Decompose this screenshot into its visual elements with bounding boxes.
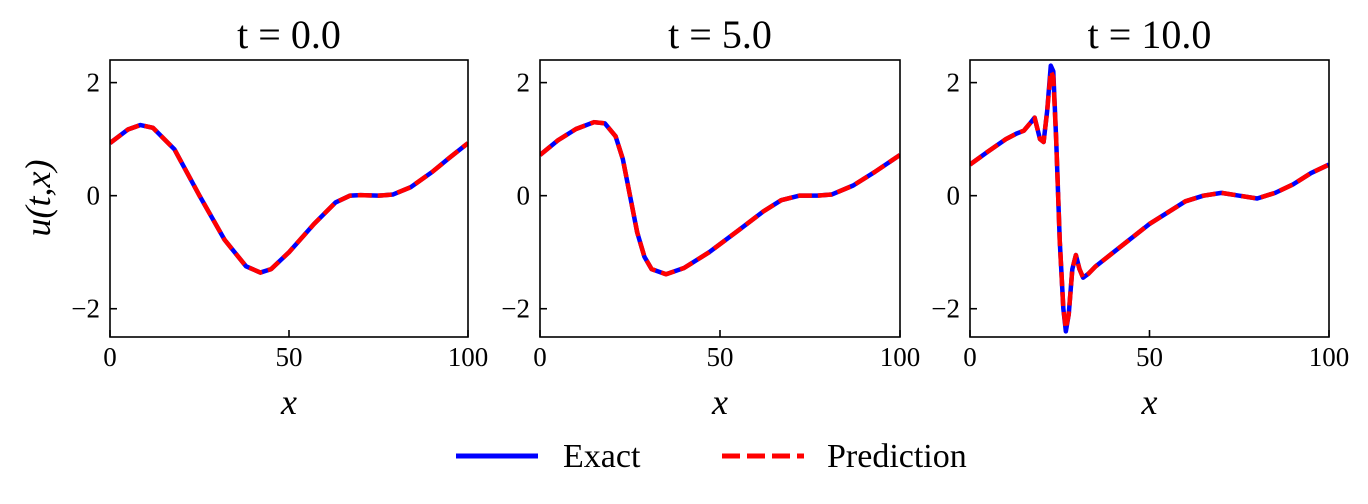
- panel-title: t = 10.0: [1088, 12, 1212, 57]
- series-exact-line: [540, 119, 900, 277]
- legend-label-exact: Exact: [563, 438, 641, 475]
- x-tick-label: 0: [103, 342, 117, 372]
- series-exact-line: [970, 63, 1329, 334]
- y-tick-label: 2: [87, 68, 101, 98]
- x-tick-label: 100: [448, 342, 489, 372]
- y-tick-label: 0: [87, 181, 101, 211]
- y-tick-label: 2: [947, 68, 961, 98]
- x-axis-label: x: [280, 382, 297, 422]
- panel-title: t = 5.0: [668, 12, 772, 57]
- plot-frame: [109, 59, 469, 338]
- series-prediction-line: [970, 69, 1329, 331]
- x-tick-label: 100: [880, 342, 921, 372]
- x-tick-label: 50: [707, 342, 734, 372]
- x-axis-label: x: [711, 382, 728, 422]
- plot-frame: [969, 59, 1330, 338]
- x-tick-label: 50: [276, 342, 303, 372]
- plot-frame: [539, 59, 901, 338]
- y-tick-label: 0: [947, 181, 961, 211]
- y-tick-label: −2: [71, 294, 100, 324]
- x-tick-label: 50: [1136, 342, 1163, 372]
- x-tick-label: 0: [533, 342, 547, 372]
- y-tick-label: −2: [501, 294, 530, 324]
- x-tick-label: 100: [1309, 342, 1350, 372]
- legend: Exact Prediction: [456, 438, 967, 475]
- series-prediction-line: [540, 119, 900, 277]
- legend-label-prediction: Prediction: [827, 438, 967, 475]
- y-tick-label: 2: [517, 68, 531, 98]
- y-axis-label: u(t,x): [18, 160, 58, 237]
- y-tick-label: −2: [931, 294, 960, 324]
- panel-title: t = 0.0: [237, 12, 341, 57]
- x-axis-label: x: [1141, 382, 1158, 422]
- x-tick-label: 0: [963, 342, 977, 372]
- y-tick-label: 0: [517, 181, 531, 211]
- series-prediction-line: [110, 122, 468, 275]
